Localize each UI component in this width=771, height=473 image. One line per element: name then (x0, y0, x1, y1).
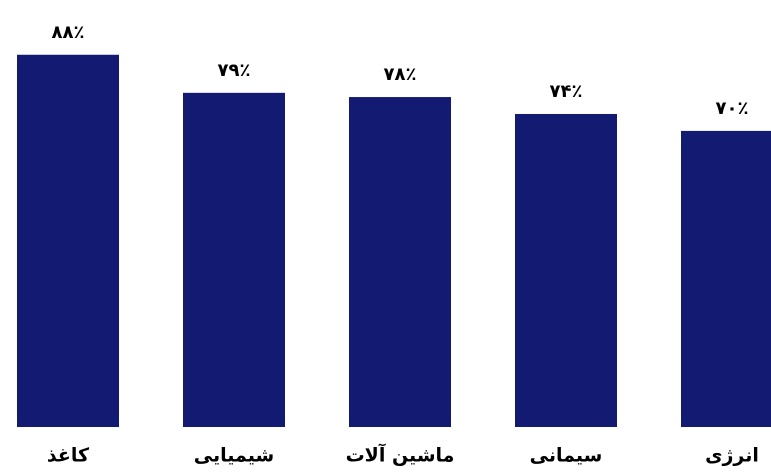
bar (681, 130, 771, 427)
x-tick-label: انرژی (705, 445, 759, 467)
bar (349, 97, 451, 427)
x-tick-label: سیمانی (530, 445, 603, 467)
value-label: ۸۸٪ (52, 22, 85, 43)
bar (515, 113, 617, 427)
value-label: ۷۹٪ (218, 60, 251, 81)
bar (17, 54, 119, 427)
value-label: ۷۸٪ (384, 64, 417, 85)
x-tick-label: کاغذ (47, 445, 90, 467)
x-tick-label: ماشین آلات (346, 443, 455, 467)
value-label: ۷۰٪ (716, 98, 749, 119)
value-label: ۷۴٪ (550, 81, 583, 102)
bar (183, 92, 285, 427)
x-tick-label: شیمیایی (194, 445, 274, 467)
